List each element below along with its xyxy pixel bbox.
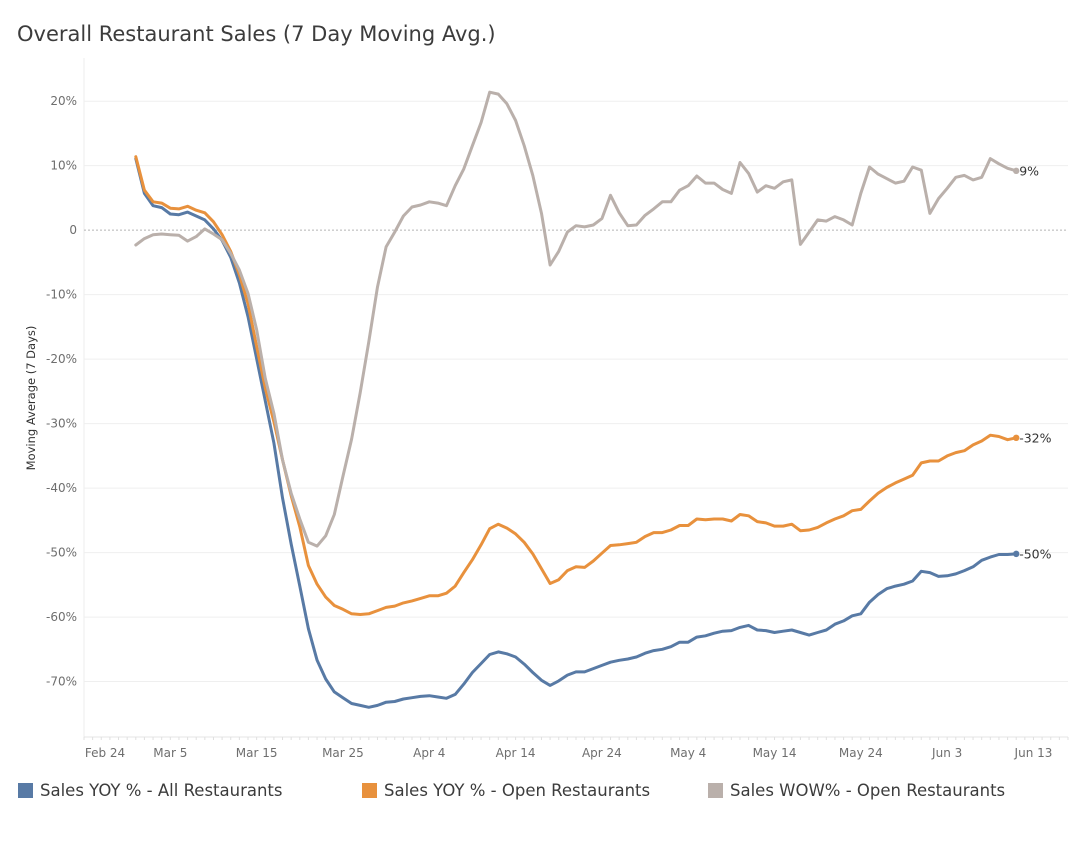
x-tick-label: Apr 14 — [496, 746, 536, 760]
legend-label: Sales YOY % - Open Restaurants — [384, 781, 651, 800]
y-tick-label: 20% — [50, 94, 77, 108]
x-tick-label: Apr 4 — [413, 746, 445, 760]
y-tick-label: 0 — [69, 223, 77, 237]
series-end-point-2 — [1013, 167, 1020, 175]
chart-title: Overall Restaurant Sales (7 Day Moving A… — [17, 22, 496, 46]
x-tick-label: May 4 — [670, 746, 706, 760]
legend-label: Sales YOY % - All Restaurants — [40, 781, 283, 800]
x-tick-label: Mar 15 — [236, 746, 278, 760]
x-tick-label: Jun 3 — [931, 746, 962, 760]
legend-swatch — [362, 783, 377, 798]
y-tick-label: -10% — [46, 288, 77, 302]
series-lines: -50% -32% 9% — [134, 90, 1052, 709]
x-axis-ticks: Feb 24 Mar 5 Mar 15 Mar 25 Apr 4 Apr 14 Apr 24… — [83, 737, 1069, 760]
y-axis-ticks: 20% 10% 0 -10% -20% -30% -40% -50% -60% -70% — [46, 94, 77, 688]
x-tick-label: May 14 — [753, 746, 797, 760]
legend-item-all-restaurants[interactable]: Sales YOY % - All Restaurants — [18, 781, 283, 800]
y-axis-label: Moving Average (7 Days) — [24, 326, 38, 471]
series-end-label-2: 9% — [1019, 163, 1039, 178]
y-tick-label: -50% — [46, 546, 77, 560]
x-tick-label: Apr 24 — [582, 746, 622, 760]
legend-swatch — [708, 783, 723, 798]
x-tick-label: Jun 13 — [1014, 746, 1053, 760]
legend-item-open-restaurants-wow[interactable]: Sales WOW% - Open Restaurants — [708, 781, 1005, 800]
series-end-point-1 — [1013, 434, 1020, 442]
series-end-label-0: -50% — [1019, 546, 1051, 561]
y-tick-label: 10% — [50, 159, 77, 173]
y-tick-label: -60% — [46, 610, 77, 624]
y-tick-label: -70% — [46, 675, 77, 689]
series-end-label-1: -32% — [1019, 430, 1051, 445]
x-tick-label: May 24 — [839, 746, 883, 760]
gridlines — [83, 58, 1068, 738]
y-tick-label: -40% — [46, 481, 77, 495]
y-tick-label: -20% — [46, 352, 77, 366]
x-tick-label: Mar 5 — [153, 746, 187, 760]
series-line-0 — [134, 157, 1018, 709]
x-tick-label: Mar 25 — [322, 746, 364, 760]
legend-label: Sales WOW% - Open Restaurants — [730, 781, 1006, 800]
x-tick-label: Feb 24 — [85, 746, 125, 760]
y-tick-label: -30% — [46, 417, 77, 431]
legend-item-open-restaurants-yoy[interactable]: Sales YOY % - Open Restaurants — [362, 781, 650, 800]
series-end-point-0 — [1013, 550, 1020, 558]
series-line-2 — [134, 90, 1018, 548]
legend-swatch — [18, 783, 33, 798]
